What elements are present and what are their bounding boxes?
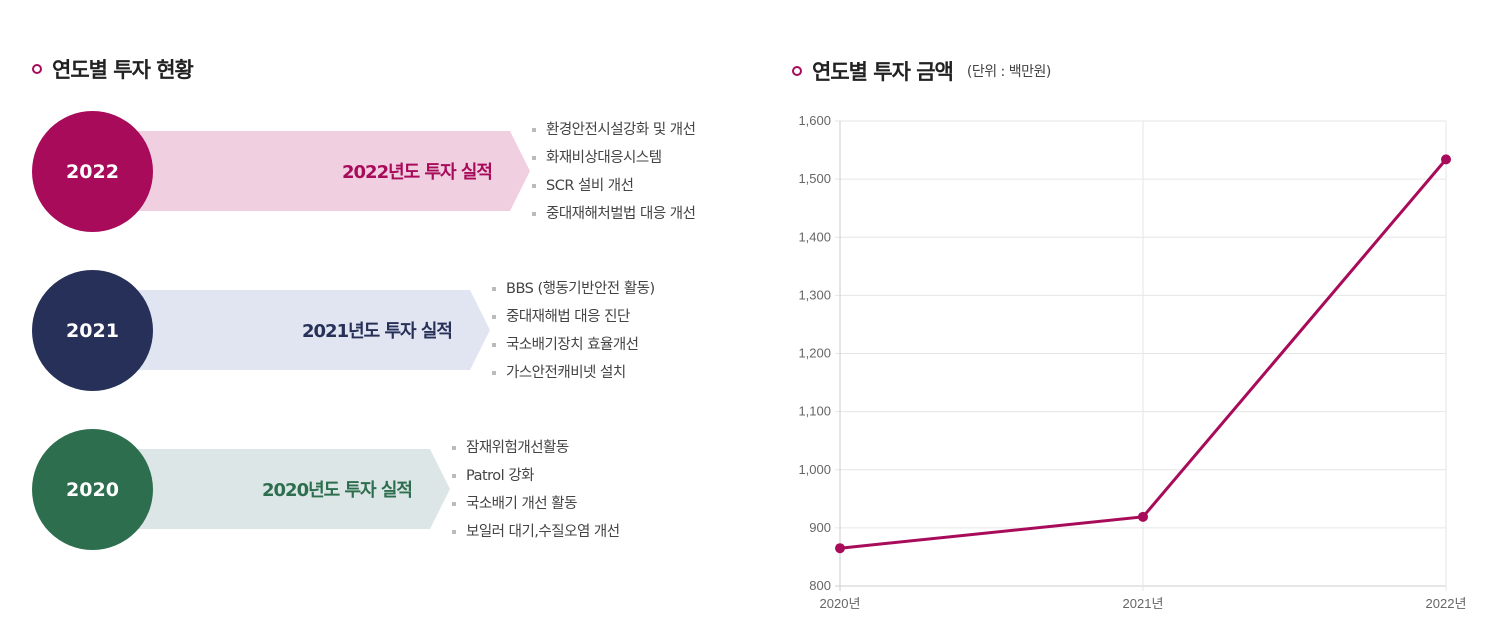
item-text: 가스안전캐비넷 설치: [506, 365, 626, 381]
y-tick-label: 900: [809, 520, 831, 535]
bullet-icon: [32, 64, 42, 74]
unit-label: (단위 : 백만원): [966, 64, 1051, 80]
data-point[interactable]: [1138, 511, 1148, 522]
title-text: 연도별 투자 현황: [52, 58, 194, 82]
item-text: 국소배기 개선 활동: [466, 496, 577, 512]
banner-label: 2022년도 투자 실적: [342, 162, 492, 183]
y-tick-label: 1,200: [798, 346, 831, 361]
bullet-icon: [792, 66, 802, 76]
y-tick-label: 1,600: [798, 113, 831, 128]
list-item: 국소배기 개선 활동: [452, 490, 620, 518]
year-circle: 2022: [32, 111, 153, 232]
item-text: 중대재해처벌법 대응 개선: [546, 206, 696, 222]
x-tick-label: 2021년: [1123, 596, 1164, 611]
investment-line-chart: 800 900 1,000 1,100 1,200 1,300 1,400 1,500 1,60…: [798, 113, 1467, 611]
data-point[interactable]: [1441, 154, 1451, 165]
item-text: 잠재위험개선활동: [466, 440, 569, 456]
year-row-2021: 2021년도 투자 실적 2021 BBS (행동기반안전 활동) 중대재해법 대…: [32, 270, 752, 395]
list-item: SCR 설비 개선: [532, 172, 695, 200]
x-tick-label: 2020년: [820, 596, 861, 611]
list-item: 잠재위험개선활동: [452, 434, 620, 462]
y-tick-label: 1,000: [798, 462, 831, 477]
year-label: 2020: [66, 478, 119, 501]
list-item: 중대재해처벌법 대응 개선: [532, 200, 696, 228]
banner-label: 2020년도 투자 실적: [262, 480, 412, 501]
y-tick-label: 800: [809, 578, 831, 593]
year-circle: 2021: [32, 270, 153, 391]
item-text: SCR 설비 개선: [546, 178, 634, 194]
item-text: 환경안전시설강화 및 개선: [546, 122, 696, 138]
y-tick-label: 1,300: [798, 287, 831, 302]
item-text: 보일러 대기,수질오염 개선: [466, 524, 620, 540]
title-text: 연도별 투자 금액: [812, 60, 954, 84]
data-point[interactable]: [835, 543, 845, 554]
year-label: 2021: [66, 319, 119, 342]
y-tick-label: 1,500: [798, 171, 831, 186]
year-banner: 2021년도 투자 실적: [92, 290, 490, 370]
item-text: 중대재해법 대응 진단: [506, 309, 630, 325]
item-text: BBS (행동기반안전 활동): [506, 281, 655, 297]
year-banner: 2022년도 투자 실적: [92, 131, 530, 211]
x-tick-label: 2022년: [1426, 596, 1467, 611]
y-tick-label: 1,100: [798, 404, 831, 419]
list-item: 중대재해법 대응 진단: [492, 303, 655, 331]
list-item: 국소배기장치 효율개선: [492, 331, 655, 359]
year-label: 2022: [66, 160, 119, 183]
list-item: Patrol 강화: [452, 462, 620, 490]
item-text: Patrol 강화: [466, 468, 535, 484]
list-item: BBS (행동기반안전 활동): [492, 275, 655, 303]
right-section-title: 연도별 투자 금액 (단위 : 백만원): [792, 56, 1051, 86]
list-item: 보일러 대기,수질오염 개선: [452, 518, 620, 546]
y-tick-label: 1,400: [798, 229, 831, 244]
banner-label: 2021년도 투자 실적: [302, 321, 452, 342]
left-section-title: 연도별 투자 현황: [32, 54, 194, 84]
list-item: 가스안전캐비넷 설치: [492, 359, 655, 387]
item-text: 화재비상대응시스템: [546, 150, 662, 166]
year-circle: 2020: [32, 429, 153, 550]
list-item: 화재비상대응시스템: [532, 144, 695, 172]
list-item: 환경안전시설강화 및 개선: [532, 116, 696, 144]
item-text: 국소배기장치 효율개선: [506, 337, 639, 353]
